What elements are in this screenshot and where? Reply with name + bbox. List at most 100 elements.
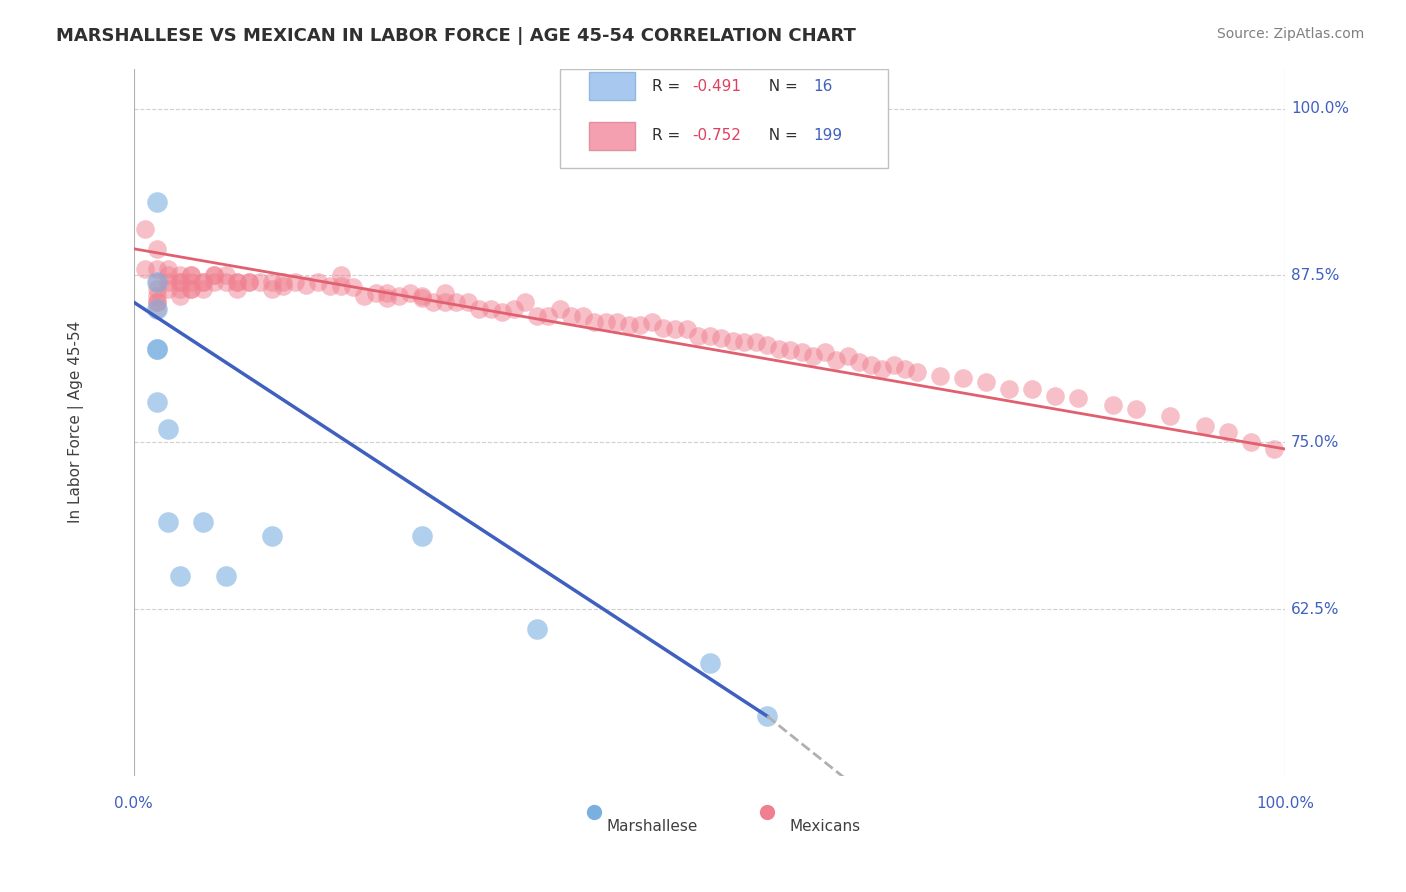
Mexicans	[180, 282, 202, 296]
Text: In Labor Force | Age 45-54: In Labor Force | Age 45-54	[67, 321, 84, 524]
Mexicans	[169, 268, 191, 283]
Marshallese	[699, 656, 721, 670]
Mexicans	[273, 275, 295, 289]
Mexicans	[260, 275, 283, 289]
Marshallese	[260, 529, 283, 543]
Mexicans	[295, 277, 318, 292]
Mexicans	[226, 282, 249, 296]
Text: R =: R =	[652, 78, 685, 94]
Mexicans	[883, 358, 905, 372]
Text: N =: N =	[759, 128, 803, 144]
Mexicans	[952, 371, 974, 385]
Mexicans	[1240, 435, 1263, 450]
Mexicans	[537, 309, 560, 323]
Mexicans	[433, 285, 456, 300]
Mexicans	[411, 288, 433, 302]
Mexicans	[1067, 392, 1090, 406]
Mexicans	[652, 320, 675, 334]
Mexicans	[837, 349, 859, 363]
FancyBboxPatch shape	[589, 121, 634, 150]
Mexicans	[721, 334, 744, 348]
Mexicans	[790, 344, 813, 359]
Mexicans	[307, 275, 329, 289]
Text: 100.0%: 100.0%	[1257, 797, 1315, 811]
Text: 75.0%: 75.0%	[1291, 435, 1340, 450]
Mexicans	[583, 315, 606, 329]
Mexicans	[145, 288, 167, 302]
Text: N =: N =	[759, 78, 803, 94]
Mexicans	[145, 301, 167, 316]
Mexicans	[169, 282, 191, 296]
Mexicans	[180, 268, 202, 283]
Mexicans	[191, 282, 214, 296]
Marshallese	[157, 422, 180, 436]
Marshallese	[145, 342, 167, 356]
Mexicans	[157, 275, 180, 289]
FancyBboxPatch shape	[560, 69, 889, 168]
Mexicans	[411, 291, 433, 305]
Marshallese	[526, 623, 548, 637]
Mexicans	[779, 343, 801, 358]
Mexicans	[479, 301, 502, 316]
Mexicans	[1216, 425, 1239, 439]
Marshallese	[145, 275, 167, 289]
Mexicans	[548, 301, 571, 316]
Mexicans	[515, 295, 537, 310]
Mexicans	[134, 261, 156, 276]
Mexicans	[768, 342, 790, 356]
Mexicans	[202, 268, 225, 283]
Mexicans	[444, 295, 467, 310]
Marshallese	[145, 342, 167, 356]
Mexicans	[848, 355, 870, 369]
Mexicans	[560, 309, 582, 323]
Mexicans	[202, 275, 225, 289]
Mexicans	[572, 309, 595, 323]
Mexicans	[606, 315, 628, 329]
Text: 62.5%: 62.5%	[1291, 602, 1340, 616]
Text: -0.491: -0.491	[692, 78, 741, 94]
Mexicans	[364, 285, 387, 300]
Mexicans	[1194, 419, 1216, 434]
Text: 0.0%: 0.0%	[114, 797, 153, 811]
Mexicans	[399, 285, 422, 300]
Mexicans	[330, 268, 353, 283]
Marshallese	[145, 301, 167, 316]
Text: Marshallese: Marshallese	[606, 819, 697, 834]
Mexicans	[872, 362, 894, 376]
Mexicans	[457, 295, 479, 310]
Mexicans	[1101, 398, 1123, 412]
Mexicans	[134, 221, 156, 235]
Mexicans	[974, 376, 997, 390]
Mexicans	[226, 275, 249, 289]
Mexicans	[215, 268, 238, 283]
Marshallese	[215, 569, 238, 583]
Mexicans	[284, 275, 307, 289]
Marshallese	[145, 195, 167, 210]
Mexicans	[157, 268, 180, 283]
Mexicans	[145, 295, 167, 310]
Mexicans	[1125, 402, 1147, 417]
Mexicans	[180, 268, 202, 283]
Mexicans	[1159, 409, 1181, 423]
Text: Source: ZipAtlas.com: Source: ZipAtlas.com	[1216, 27, 1364, 41]
Text: 199: 199	[813, 128, 842, 144]
Mexicans	[145, 261, 167, 276]
Mexicans	[191, 275, 214, 289]
Mexicans	[375, 285, 398, 300]
Mexicans	[617, 318, 640, 332]
Mexicans	[894, 362, 917, 376]
Mexicans	[1263, 442, 1285, 456]
Mexicans	[699, 328, 721, 343]
Mexicans	[664, 322, 686, 336]
FancyBboxPatch shape	[589, 72, 634, 101]
Mexicans	[422, 295, 444, 310]
Mexicans	[330, 279, 353, 293]
Text: 16: 16	[813, 78, 832, 94]
Mexicans	[1021, 382, 1043, 396]
Mexicans	[859, 358, 882, 372]
Marshallese	[157, 516, 180, 530]
Mexicans	[744, 335, 766, 350]
Mexicans	[630, 318, 652, 332]
Mexicans	[710, 331, 733, 345]
Mexicans	[169, 275, 191, 289]
